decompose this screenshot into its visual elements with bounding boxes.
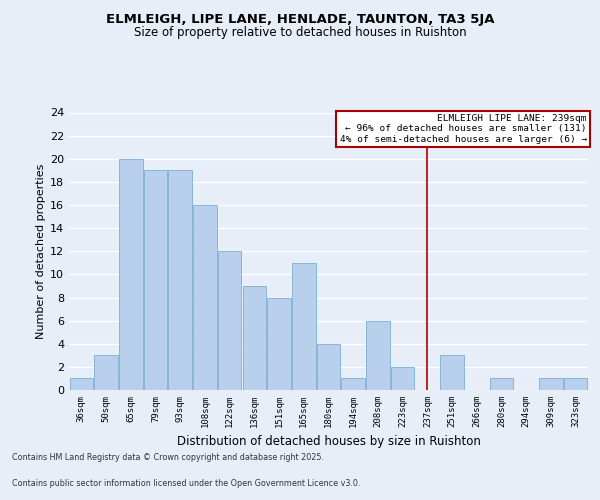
Bar <box>144 170 167 390</box>
Bar <box>218 251 241 390</box>
Bar <box>366 320 389 390</box>
Text: ELMLEIGH, LIPE LANE, HENLADE, TAUNTON, TA3 5JA: ELMLEIGH, LIPE LANE, HENLADE, TAUNTON, T… <box>106 12 494 26</box>
Text: Contains public sector information licensed under the Open Government Licence v3: Contains public sector information licen… <box>12 478 361 488</box>
Bar <box>94 356 118 390</box>
Bar <box>268 298 291 390</box>
Bar <box>70 378 93 390</box>
Text: Contains HM Land Registry data © Crown copyright and database right 2025.: Contains HM Land Registry data © Crown c… <box>12 454 324 462</box>
Text: ELMLEIGH LIPE LANE: 239sqm
← 96% of detached houses are smaller (131)
4% of semi: ELMLEIGH LIPE LANE: 239sqm ← 96% of deta… <box>340 114 587 144</box>
Text: Size of property relative to detached houses in Ruishton: Size of property relative to detached ho… <box>134 26 466 39</box>
Bar <box>539 378 563 390</box>
Bar <box>242 286 266 390</box>
Bar <box>341 378 365 390</box>
Bar <box>440 356 464 390</box>
Bar <box>391 367 415 390</box>
Y-axis label: Number of detached properties: Number of detached properties <box>36 164 46 339</box>
Bar <box>292 263 316 390</box>
Bar <box>490 378 513 390</box>
Bar <box>193 205 217 390</box>
Bar <box>169 170 192 390</box>
Bar <box>317 344 340 390</box>
X-axis label: Distribution of detached houses by size in Ruishton: Distribution of detached houses by size … <box>176 436 481 448</box>
Bar <box>564 378 587 390</box>
Bar <box>119 159 143 390</box>
